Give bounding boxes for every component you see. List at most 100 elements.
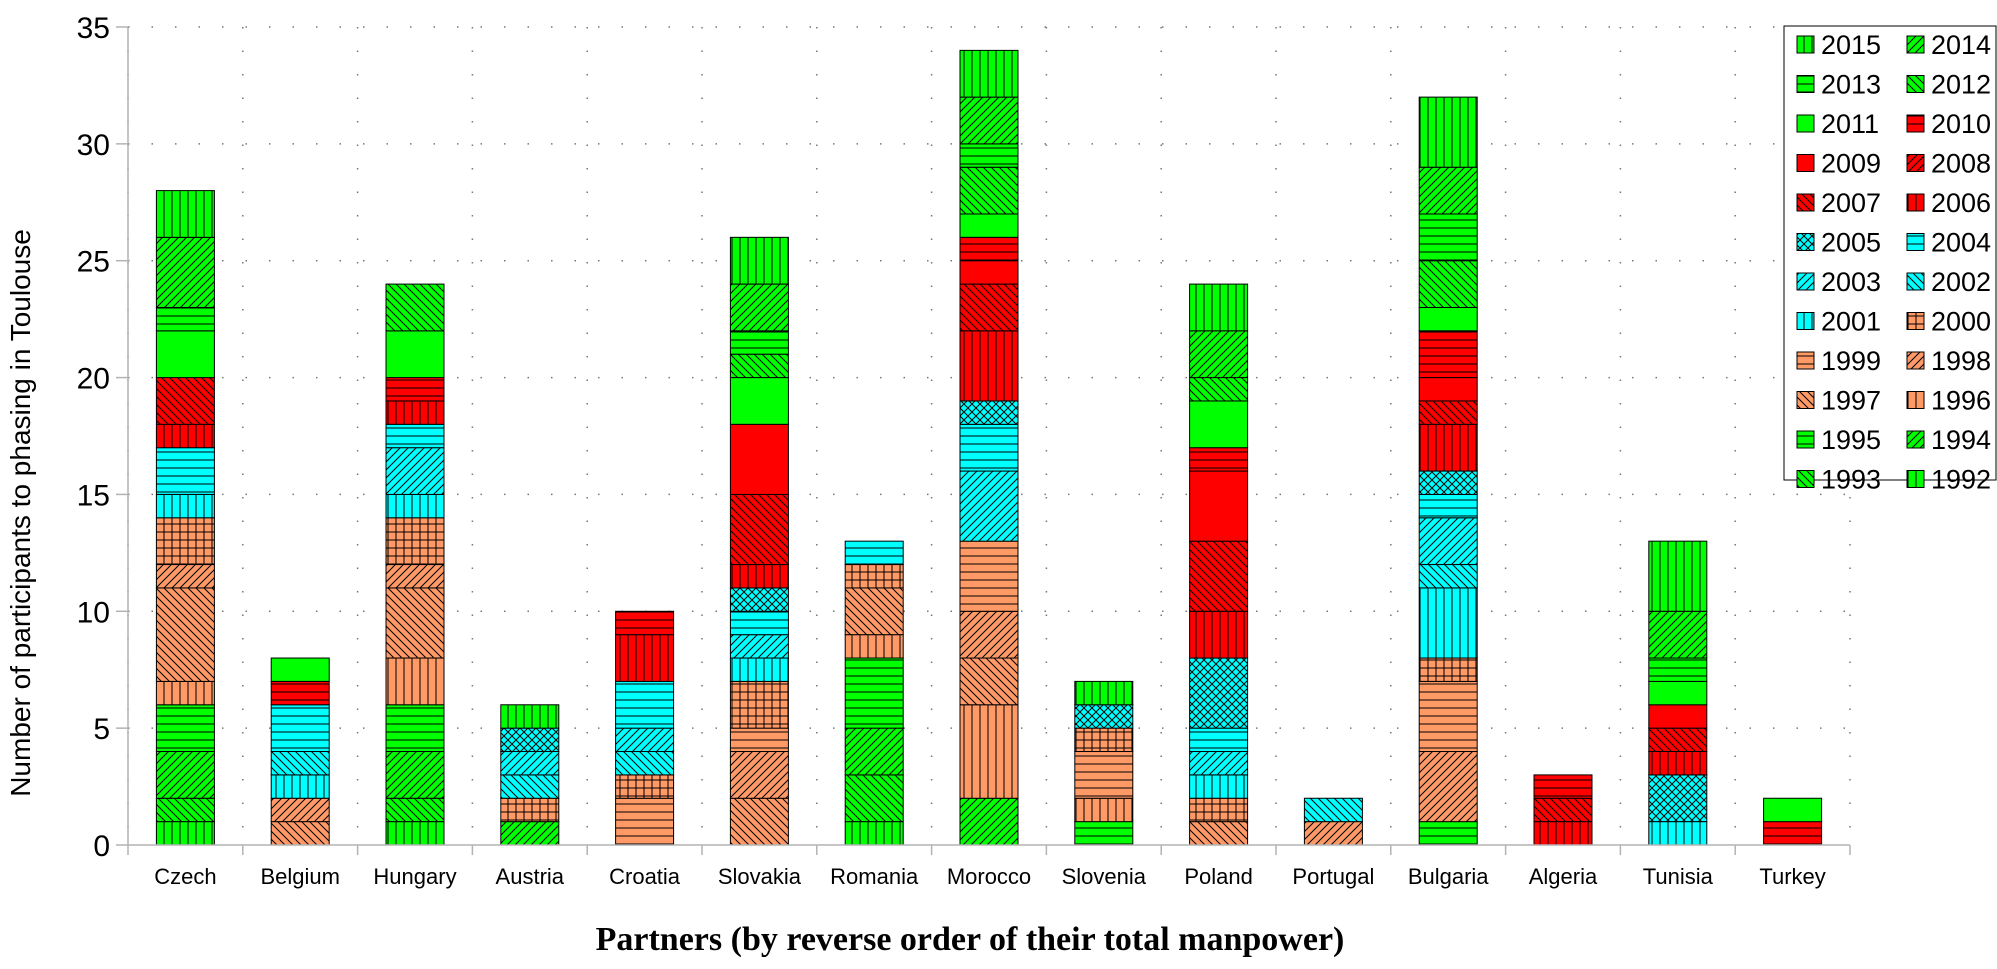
bar-segment-slovakia-1998 <box>729 751 789 799</box>
bar-segment-bulgaria-1995 <box>1418 821 1478 846</box>
bar-segment-czech-1993 <box>155 797 215 823</box>
bar-segment-czech-1995 <box>155 704 215 753</box>
legend-swatch-2010 <box>1906 114 1925 133</box>
bar-segment-morocco-2011 <box>959 213 1019 238</box>
bar-segment-poland-2000 <box>1189 797 1249 823</box>
legend-swatch-2008 <box>1906 154 1925 172</box>
bar-segment-czech-2013 <box>155 306 215 332</box>
bar-segment-bulgaria-1999 <box>1418 680 1478 753</box>
legend-swatch-2014 <box>1906 35 1925 54</box>
bar-segment-bulgaria-2000 <box>1418 657 1478 682</box>
bar-segment-bulgaria-2010 <box>1418 330 1478 379</box>
bar-segment-portugal-1998 <box>1303 821 1363 846</box>
legend-swatch-1992 <box>1906 470 1925 488</box>
bar-segment-croatia-2003 <box>615 727 675 753</box>
y-tick-label: 10 <box>77 596 110 629</box>
bar-segment-romania-2004 <box>844 540 904 566</box>
bar-segment-slovenia-1996 <box>1074 797 1134 823</box>
x-tick-label: Portugal <box>1292 864 1374 889</box>
x-tick-label: Czech <box>154 864 216 889</box>
legend-label: 1995 <box>1821 425 1881 455</box>
bar-segment-morocco-1998 <box>959 610 1019 659</box>
bar-segment-belgium-2002 <box>270 751 330 776</box>
bar-segment-austria-2000 <box>500 797 560 823</box>
bar-segment-poland-2001 <box>1189 774 1249 799</box>
bar-segment-bulgaria-2014 <box>1418 166 1478 215</box>
bar-segment-morocco-1994 <box>959 797 1019 846</box>
legend-swatch-2012 <box>1906 75 1925 93</box>
bar-segment-poland-2007 <box>1189 540 1249 612</box>
legend-swatch-2005 <box>1796 233 1815 251</box>
bar-segment-bulgaria-2006 <box>1418 423 1478 472</box>
bar-segment-bulgaria-2011 <box>1418 306 1478 332</box>
legend-label: 2005 <box>1821 228 1881 258</box>
legend-label: 2007 <box>1821 188 1881 218</box>
legend-swatch-2000 <box>1906 312 1925 330</box>
bar-segment-czech-2014 <box>155 236 215 308</box>
x-tick-label: Romania <box>830 864 919 889</box>
legend-swatch-2004 <box>1906 233 1925 251</box>
bar-segment-poland-2012 <box>1189 377 1249 402</box>
bar-segment-hungary-2012 <box>385 283 445 332</box>
x-tick-label: Belgium <box>260 864 339 889</box>
y-tick-label: 5 <box>93 713 110 746</box>
bar-segment-tunisia-2009 <box>1648 704 1708 729</box>
legend-swatch-2009 <box>1796 154 1815 172</box>
bar-segment-poland-2005 <box>1189 657 1249 729</box>
bar-segment-hungary-2001 <box>385 493 445 519</box>
legend-label: 2000 <box>1931 307 1991 337</box>
bar-segment-croatia-2006 <box>615 634 675 682</box>
bar-segment-hungary-2011 <box>385 330 445 379</box>
bar-segment-morocco-1997 <box>959 657 1019 706</box>
bar-segment-hungary-1995 <box>385 704 445 753</box>
bar-segment-hungary-1997 <box>385 587 445 659</box>
bar-segment-hungary-2000 <box>385 517 445 566</box>
y-tick-label: 0 <box>93 830 110 863</box>
bar-segment-belgium-2010 <box>270 680 330 706</box>
y-tick-label: 15 <box>77 479 110 512</box>
y-tick-label: 30 <box>77 129 110 162</box>
legend-swatch-2013 <box>1796 75 1815 93</box>
x-tick-label: Poland <box>1184 864 1253 889</box>
bar-segment-austria-1994 <box>500 821 560 846</box>
bar-segment-croatia-2002 <box>615 751 675 776</box>
legend-label: 1994 <box>1931 425 1991 455</box>
legend-label: 2013 <box>1821 70 1881 100</box>
legend-swatch-1998 <box>1906 351 1925 370</box>
legend-label: 2008 <box>1931 149 1991 179</box>
x-tick-label: Turkey <box>1759 864 1825 889</box>
legend-label: 1997 <box>1821 386 1881 416</box>
bar-segment-morocco-2012 <box>959 166 1019 215</box>
legend-swatch-1997 <box>1796 391 1815 409</box>
bar-segment-belgium-2011 <box>270 657 330 682</box>
bar-segment-czech-2000 <box>155 517 215 566</box>
bar-segment-czech-1997 <box>155 587 215 682</box>
bar-segment-hungary-1994 <box>385 751 445 799</box>
bar-segment-bulgaria-2004 <box>1418 493 1478 519</box>
bar-segment-czech-2007 <box>155 377 215 425</box>
legend-label: 2014 <box>1931 30 1991 60</box>
bar-segment-poland-2009 <box>1189 470 1249 542</box>
bar-segment-poland-2015 <box>1189 283 1249 332</box>
bar-segment-romania-1997 <box>844 587 904 636</box>
legend-box <box>1783 25 1997 481</box>
bar-segment-hungary-1993 <box>385 797 445 823</box>
bar-segment-czech-2006 <box>155 423 215 449</box>
y-axis-label: Number of participants to phasing in Tou… <box>5 229 36 797</box>
bar-segment-romania-1996 <box>844 634 904 659</box>
legend-label: 2006 <box>1931 188 1991 218</box>
x-tick-label: Tunisia <box>1643 864 1714 889</box>
bar-segment-romania-1994 <box>844 727 904 776</box>
bar-segment-morocco-2009 <box>959 260 1019 285</box>
bar-segment-tunisia-2001 <box>1648 821 1708 846</box>
bar-segment-morocco-2015 <box>959 49 1019 98</box>
bar-segment-slovenia-2000 <box>1074 727 1134 753</box>
bars <box>155 49 1823 846</box>
bar-segment-poland-2003 <box>1189 751 1249 776</box>
bar-segment-morocco-2007 <box>959 283 1019 332</box>
bar-segment-slovakia-2005 <box>729 587 789 612</box>
bar-segment-morocco-2014 <box>959 96 1019 145</box>
bar-segment-slovakia-2007 <box>729 493 789 566</box>
bar-segment-morocco-2013 <box>959 143 1019 168</box>
